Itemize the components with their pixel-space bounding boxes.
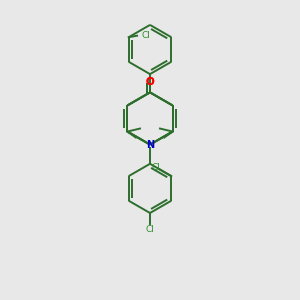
Text: Cl: Cl — [146, 225, 154, 234]
Text: N: N — [146, 140, 154, 150]
Text: O: O — [146, 77, 154, 87]
Text: O: O — [146, 77, 154, 87]
Text: Cl: Cl — [142, 31, 151, 40]
Text: Cl: Cl — [152, 163, 161, 172]
